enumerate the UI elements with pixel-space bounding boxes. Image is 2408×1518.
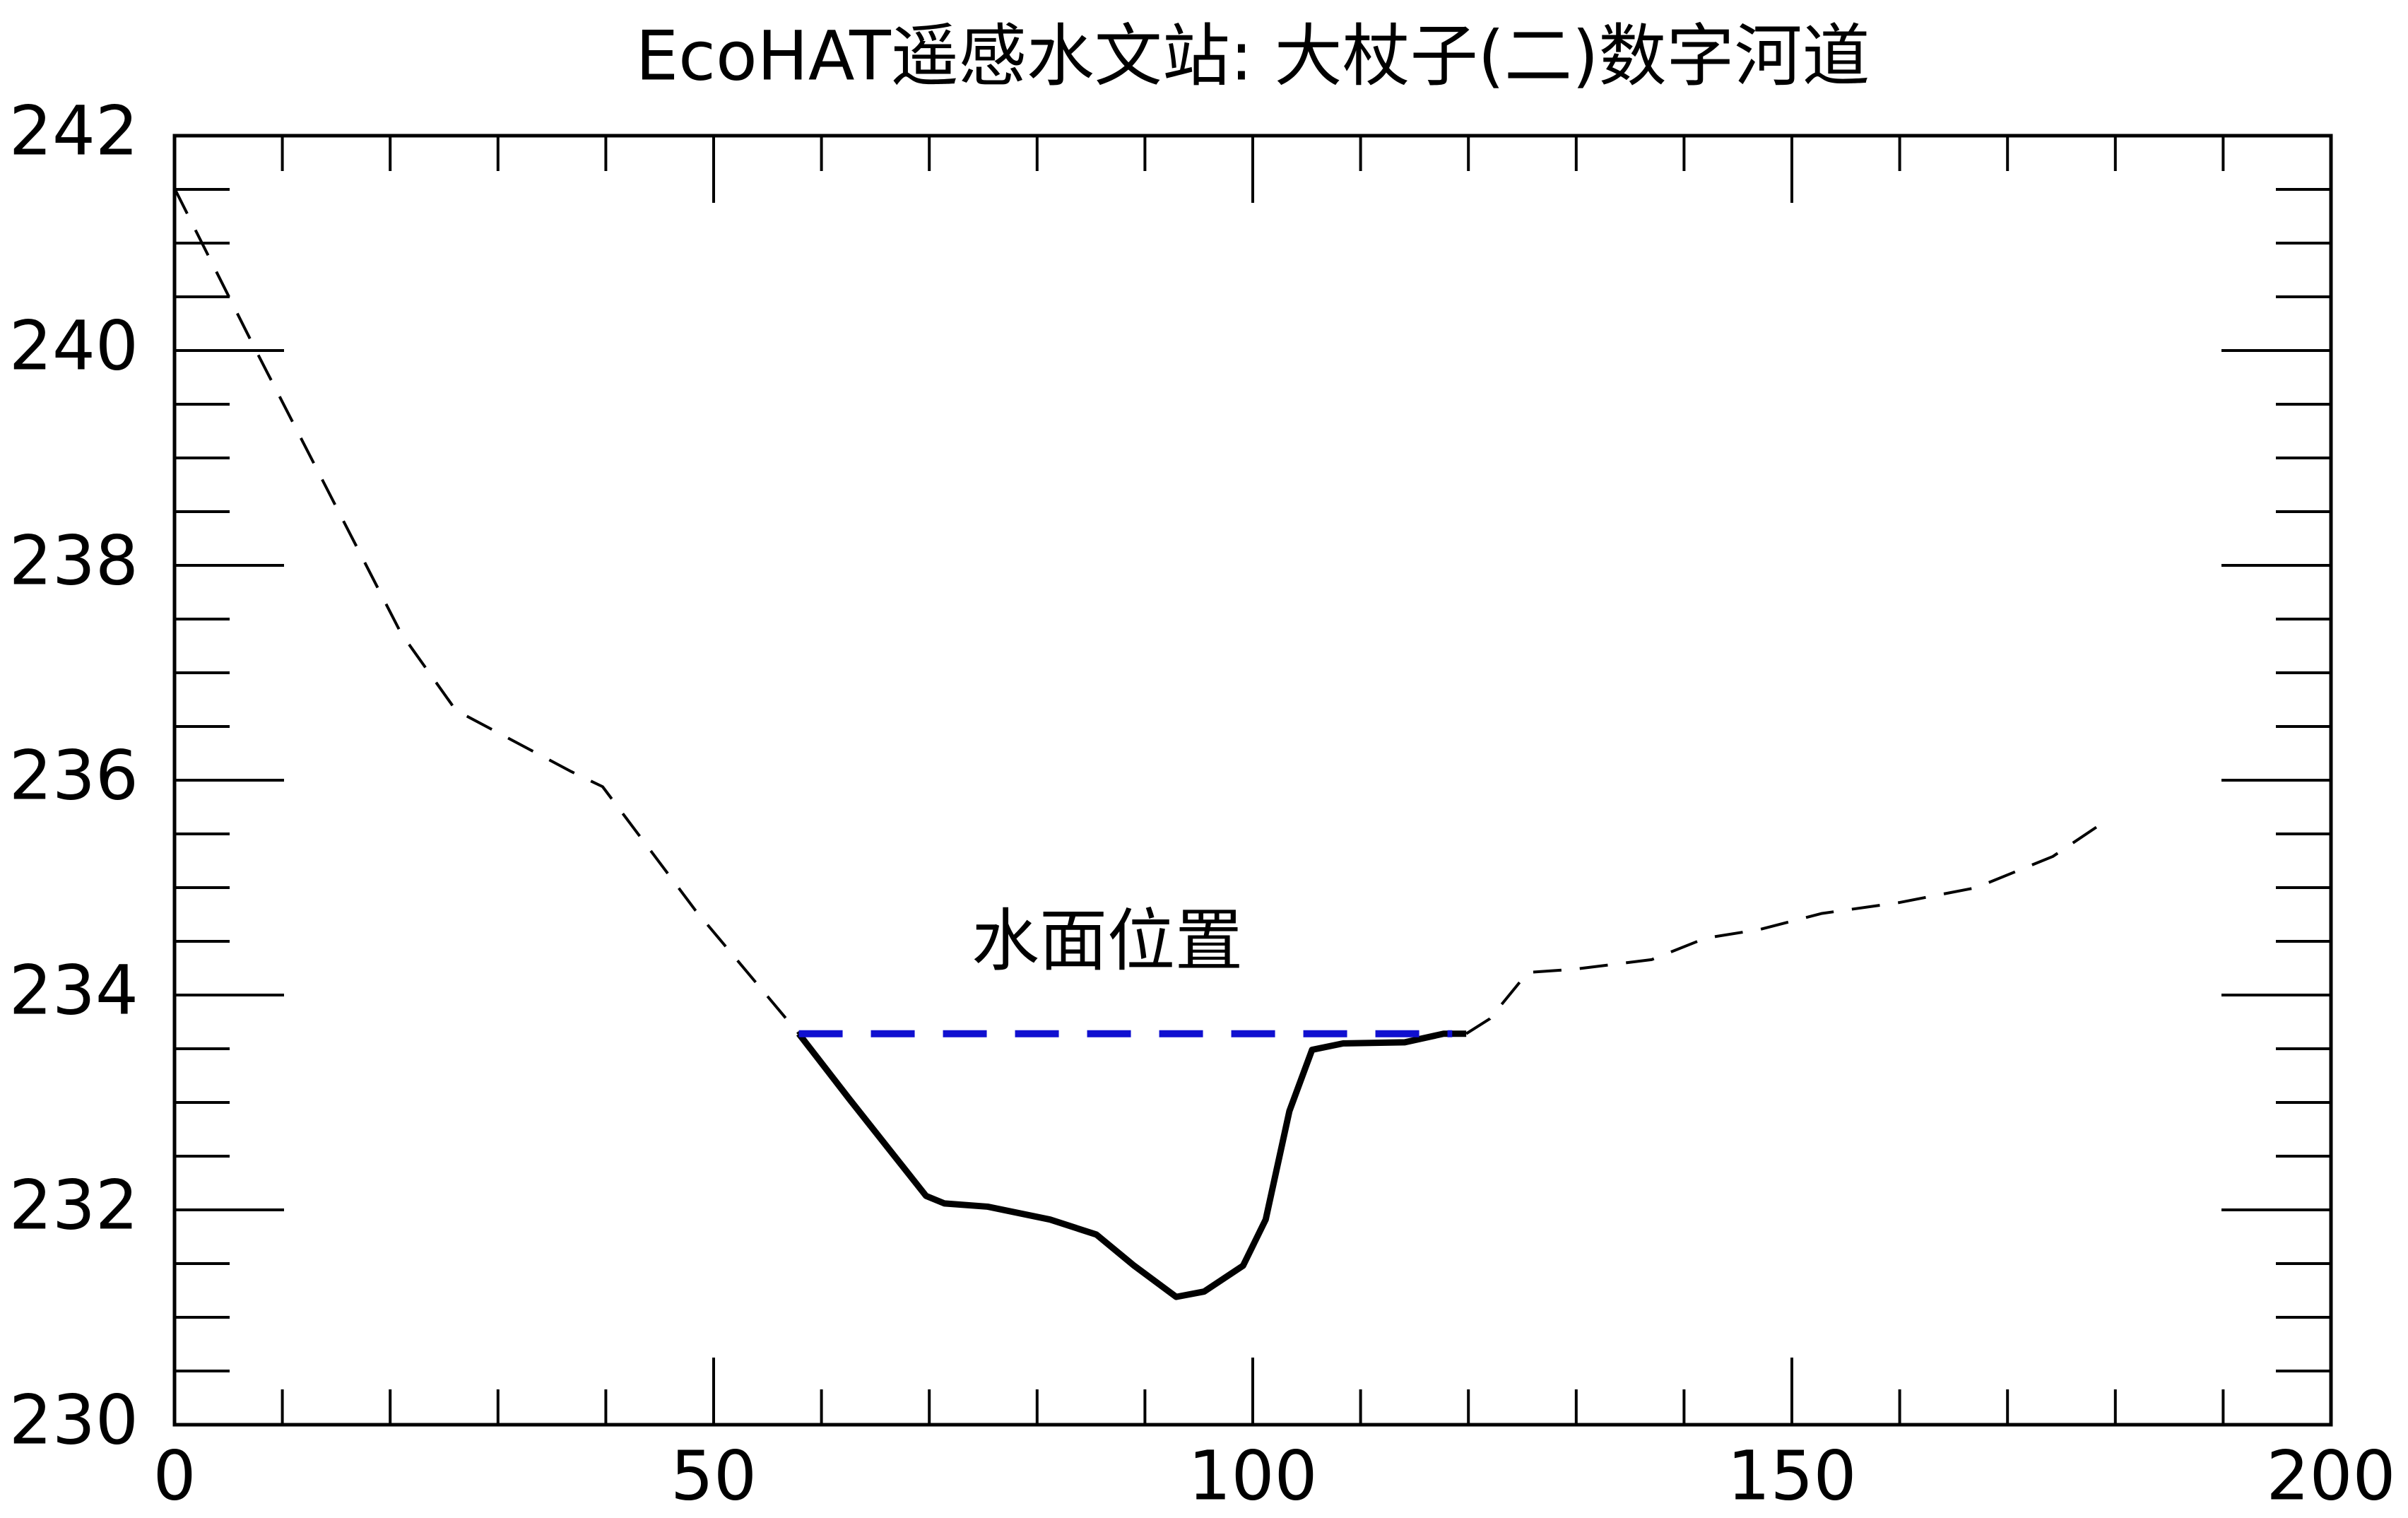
profile-line: [796, 1030, 1467, 1300]
x-tick-label: 0: [153, 1436, 196, 1515]
y-tick-label: 238: [9, 521, 138, 600]
chart-title: EcoHAT遥感水文站: 大杖子(二)数字河道: [636, 16, 1870, 95]
y-tick-label: 230: [9, 1380, 138, 1459]
y-tick-label: 232: [9, 1165, 138, 1245]
profile-line: [1465, 824, 2101, 1035]
annotation: 水面位置: [972, 901, 1243, 980]
x-tick-label: 100: [1188, 1436, 1317, 1515]
y-tick-label: 234: [9, 951, 138, 1030]
y-tick-label: 240: [9, 306, 138, 385]
x-tick-label: 200: [2266, 1436, 2395, 1515]
y-tick-label: 242: [9, 91, 138, 170]
plot-frame: [172, 134, 2333, 1427]
x-tick-label: 150: [1727, 1436, 1856, 1515]
y-tick-label: 236: [9, 736, 138, 815]
x-tick-label: 50: [671, 1436, 757, 1515]
profile-line: [173, 187, 801, 1035]
